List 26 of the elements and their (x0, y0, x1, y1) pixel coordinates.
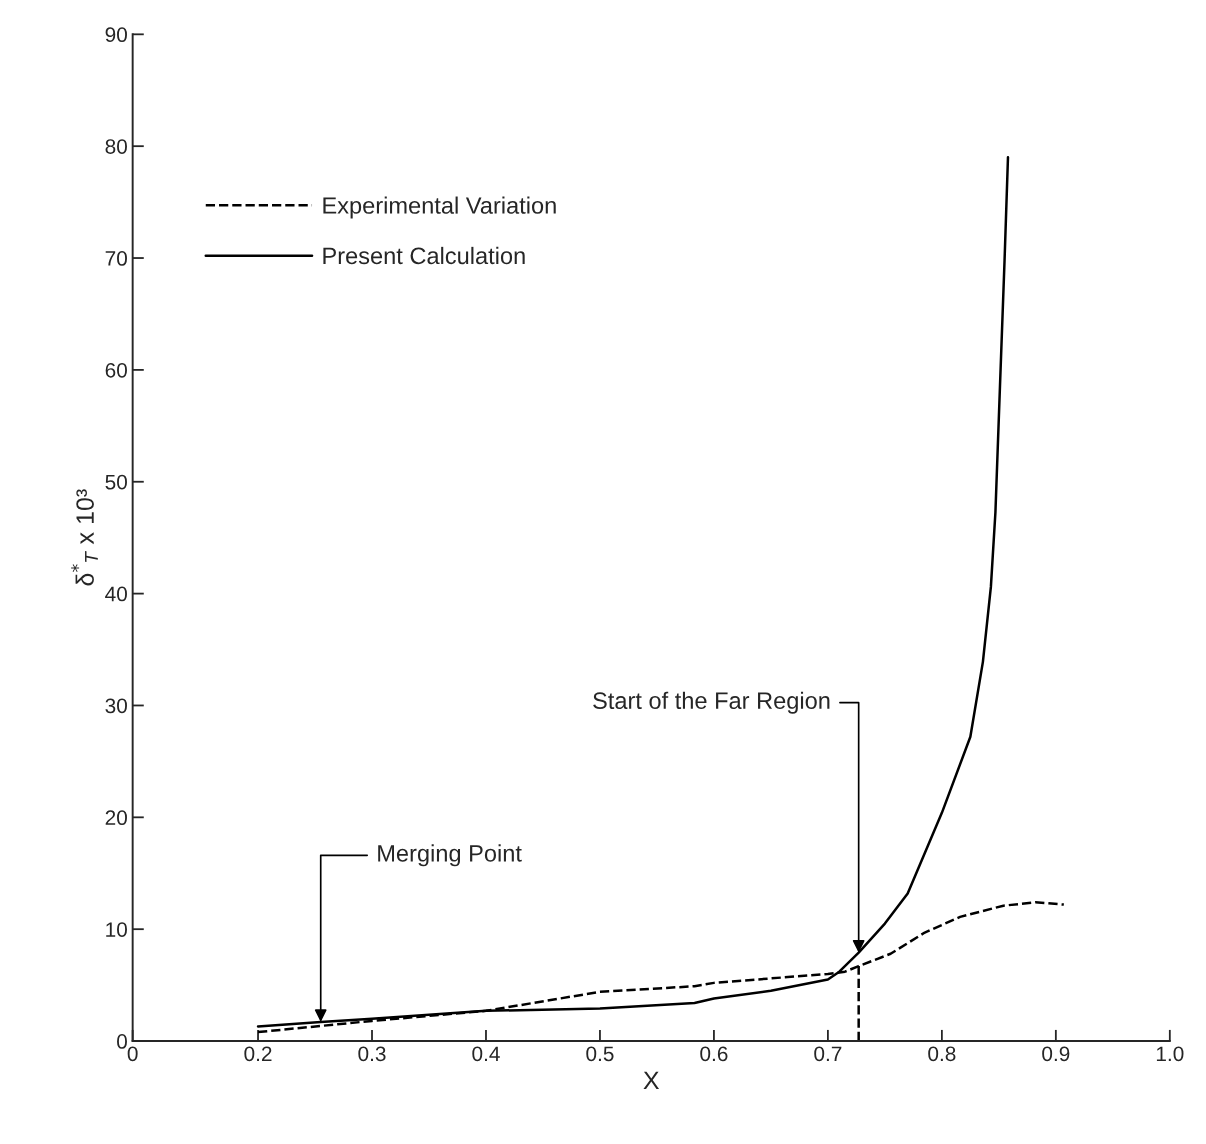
x-axis-title: X (643, 1071, 660, 1089)
x-tick-label: 0.6 (700, 1046, 728, 1062)
y-axis-title: δ$^{*}$$_{T}$ x 10³ (71, 489, 98, 586)
annotation: Start of the Far Region (593, 691, 830, 714)
x-tick-label: 1.0 (1156, 1046, 1184, 1062)
x-tick-label: 0.9 (1042, 1046, 1070, 1062)
x-tick-label: 0.2 (244, 1046, 272, 1062)
y-tick-label: 0 (117, 1034, 127, 1049)
y-tick-label: 20 (105, 810, 127, 826)
legend-label: Experimental Variation (323, 196, 556, 219)
y-tick-label: 60 (105, 362, 127, 378)
x-tick-label: 0.5 (586, 1046, 614, 1062)
y-tick-label: 30 (105, 698, 127, 714)
x-tick-label: 0.8 (928, 1046, 956, 1062)
x-tick-label: 0.3 (358, 1046, 386, 1062)
x-tick-label: 0.7 (814, 1046, 842, 1062)
y-tick-label: 40 (105, 586, 127, 602)
y-tick-label: 10 (106, 922, 127, 937)
x-tick-label: 0.4 (472, 1046, 500, 1062)
y-tick-label: 80 (105, 139, 127, 154)
annotation: Merging Point (378, 844, 522, 867)
y-tick-label: 50 (105, 474, 127, 490)
y-tick-label: 70 (105, 251, 127, 266)
x-tick-label: 0 (127, 1046, 138, 1062)
y-tick-label: 90 (105, 27, 127, 43)
legend-label: Present Calculation (323, 246, 525, 265)
